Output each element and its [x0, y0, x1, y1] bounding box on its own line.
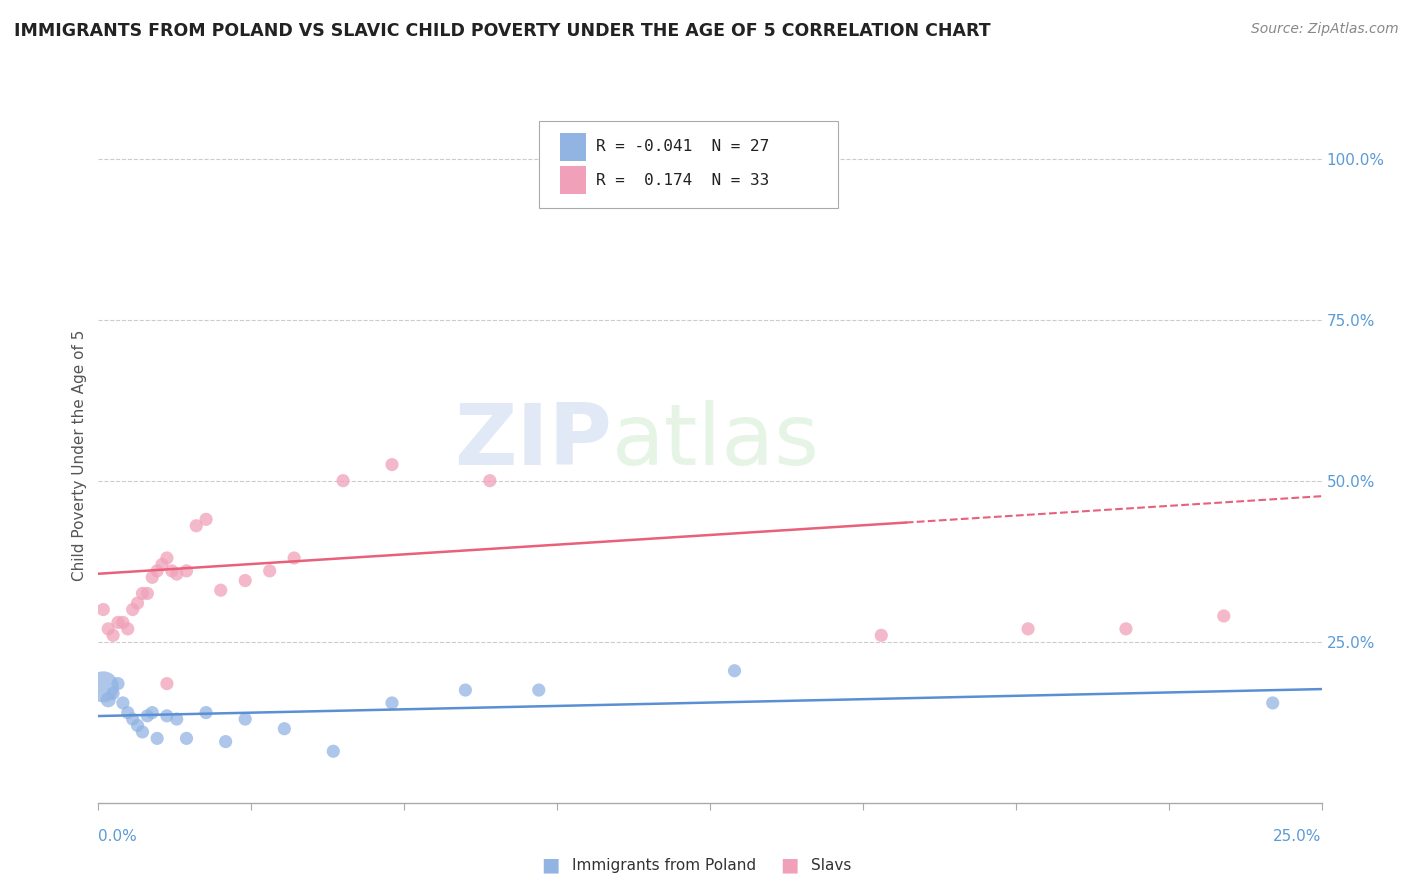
Point [1017, 622, 1039, 636]
Point [273, 722, 295, 736]
Point [322, 744, 344, 758]
Point [91, 602, 114, 616]
Point [1115, 622, 1137, 636]
Point [150, 558, 173, 572]
Point [1261, 696, 1284, 710]
Point [870, 628, 893, 642]
Point [117, 622, 139, 636]
FancyBboxPatch shape [560, 133, 586, 161]
Point [176, 731, 198, 746]
Point [1212, 609, 1234, 624]
Point [214, 734, 236, 748]
Point [195, 706, 218, 720]
Point [107, 615, 129, 630]
Point [527, 683, 550, 698]
Point [111, 696, 134, 710]
Point [127, 596, 149, 610]
Point [121, 712, 143, 726]
Point [381, 458, 404, 472]
Point [97, 622, 120, 636]
Text: atlas: atlas [612, 400, 820, 483]
Point [332, 474, 354, 488]
Text: ■: ■ [780, 855, 799, 875]
Text: 25.0%: 25.0% [1274, 829, 1322, 844]
Point [209, 583, 232, 598]
Point [723, 664, 745, 678]
Point [156, 551, 179, 566]
Point [166, 567, 188, 582]
Point [136, 708, 159, 723]
Point [127, 718, 149, 732]
Point [107, 676, 129, 690]
Point [381, 696, 404, 710]
Point [176, 564, 198, 578]
Y-axis label: Child Poverty Under the Age of 5: Child Poverty Under the Age of 5 [72, 329, 87, 581]
Point [101, 628, 124, 642]
Text: Source: ZipAtlas.com: Source: ZipAtlas.com [1251, 22, 1399, 37]
Point [156, 676, 179, 690]
Text: R =  0.174  N = 33: R = 0.174 N = 33 [596, 172, 769, 187]
Text: Slavs: Slavs [811, 858, 852, 872]
Point [111, 615, 134, 630]
Point [141, 706, 163, 720]
Text: R = -0.041  N = 27: R = -0.041 N = 27 [596, 139, 769, 154]
Point [675, 174, 697, 188]
Point [233, 574, 256, 588]
Point [131, 586, 153, 600]
Point [97, 692, 120, 706]
Point [156, 708, 179, 723]
Point [478, 474, 501, 488]
Point [121, 602, 143, 616]
Point [576, 170, 599, 185]
Text: Immigrants from Poland: Immigrants from Poland [572, 858, 756, 872]
Point [141, 570, 163, 584]
Text: 0.0%: 0.0% [98, 829, 138, 844]
FancyBboxPatch shape [538, 121, 838, 208]
Point [146, 564, 169, 578]
Point [101, 686, 124, 700]
Point [283, 551, 305, 566]
Point [131, 725, 153, 739]
Text: ZIP: ZIP [454, 400, 612, 483]
Point [146, 731, 169, 746]
FancyBboxPatch shape [560, 166, 586, 194]
Point [160, 564, 183, 578]
Text: IMMIGRANTS FROM POLAND VS SLAVIC CHILD POVERTY UNDER THE AGE OF 5 CORRELATION CH: IMMIGRANTS FROM POLAND VS SLAVIC CHILD P… [14, 22, 991, 40]
Point [259, 564, 281, 578]
Point [233, 712, 256, 726]
Point [136, 586, 159, 600]
Point [186, 518, 208, 533]
Point [454, 683, 477, 698]
Point [195, 512, 218, 526]
Point [117, 706, 139, 720]
Text: ■: ■ [541, 855, 560, 875]
Point [166, 712, 188, 726]
Point [91, 680, 114, 694]
